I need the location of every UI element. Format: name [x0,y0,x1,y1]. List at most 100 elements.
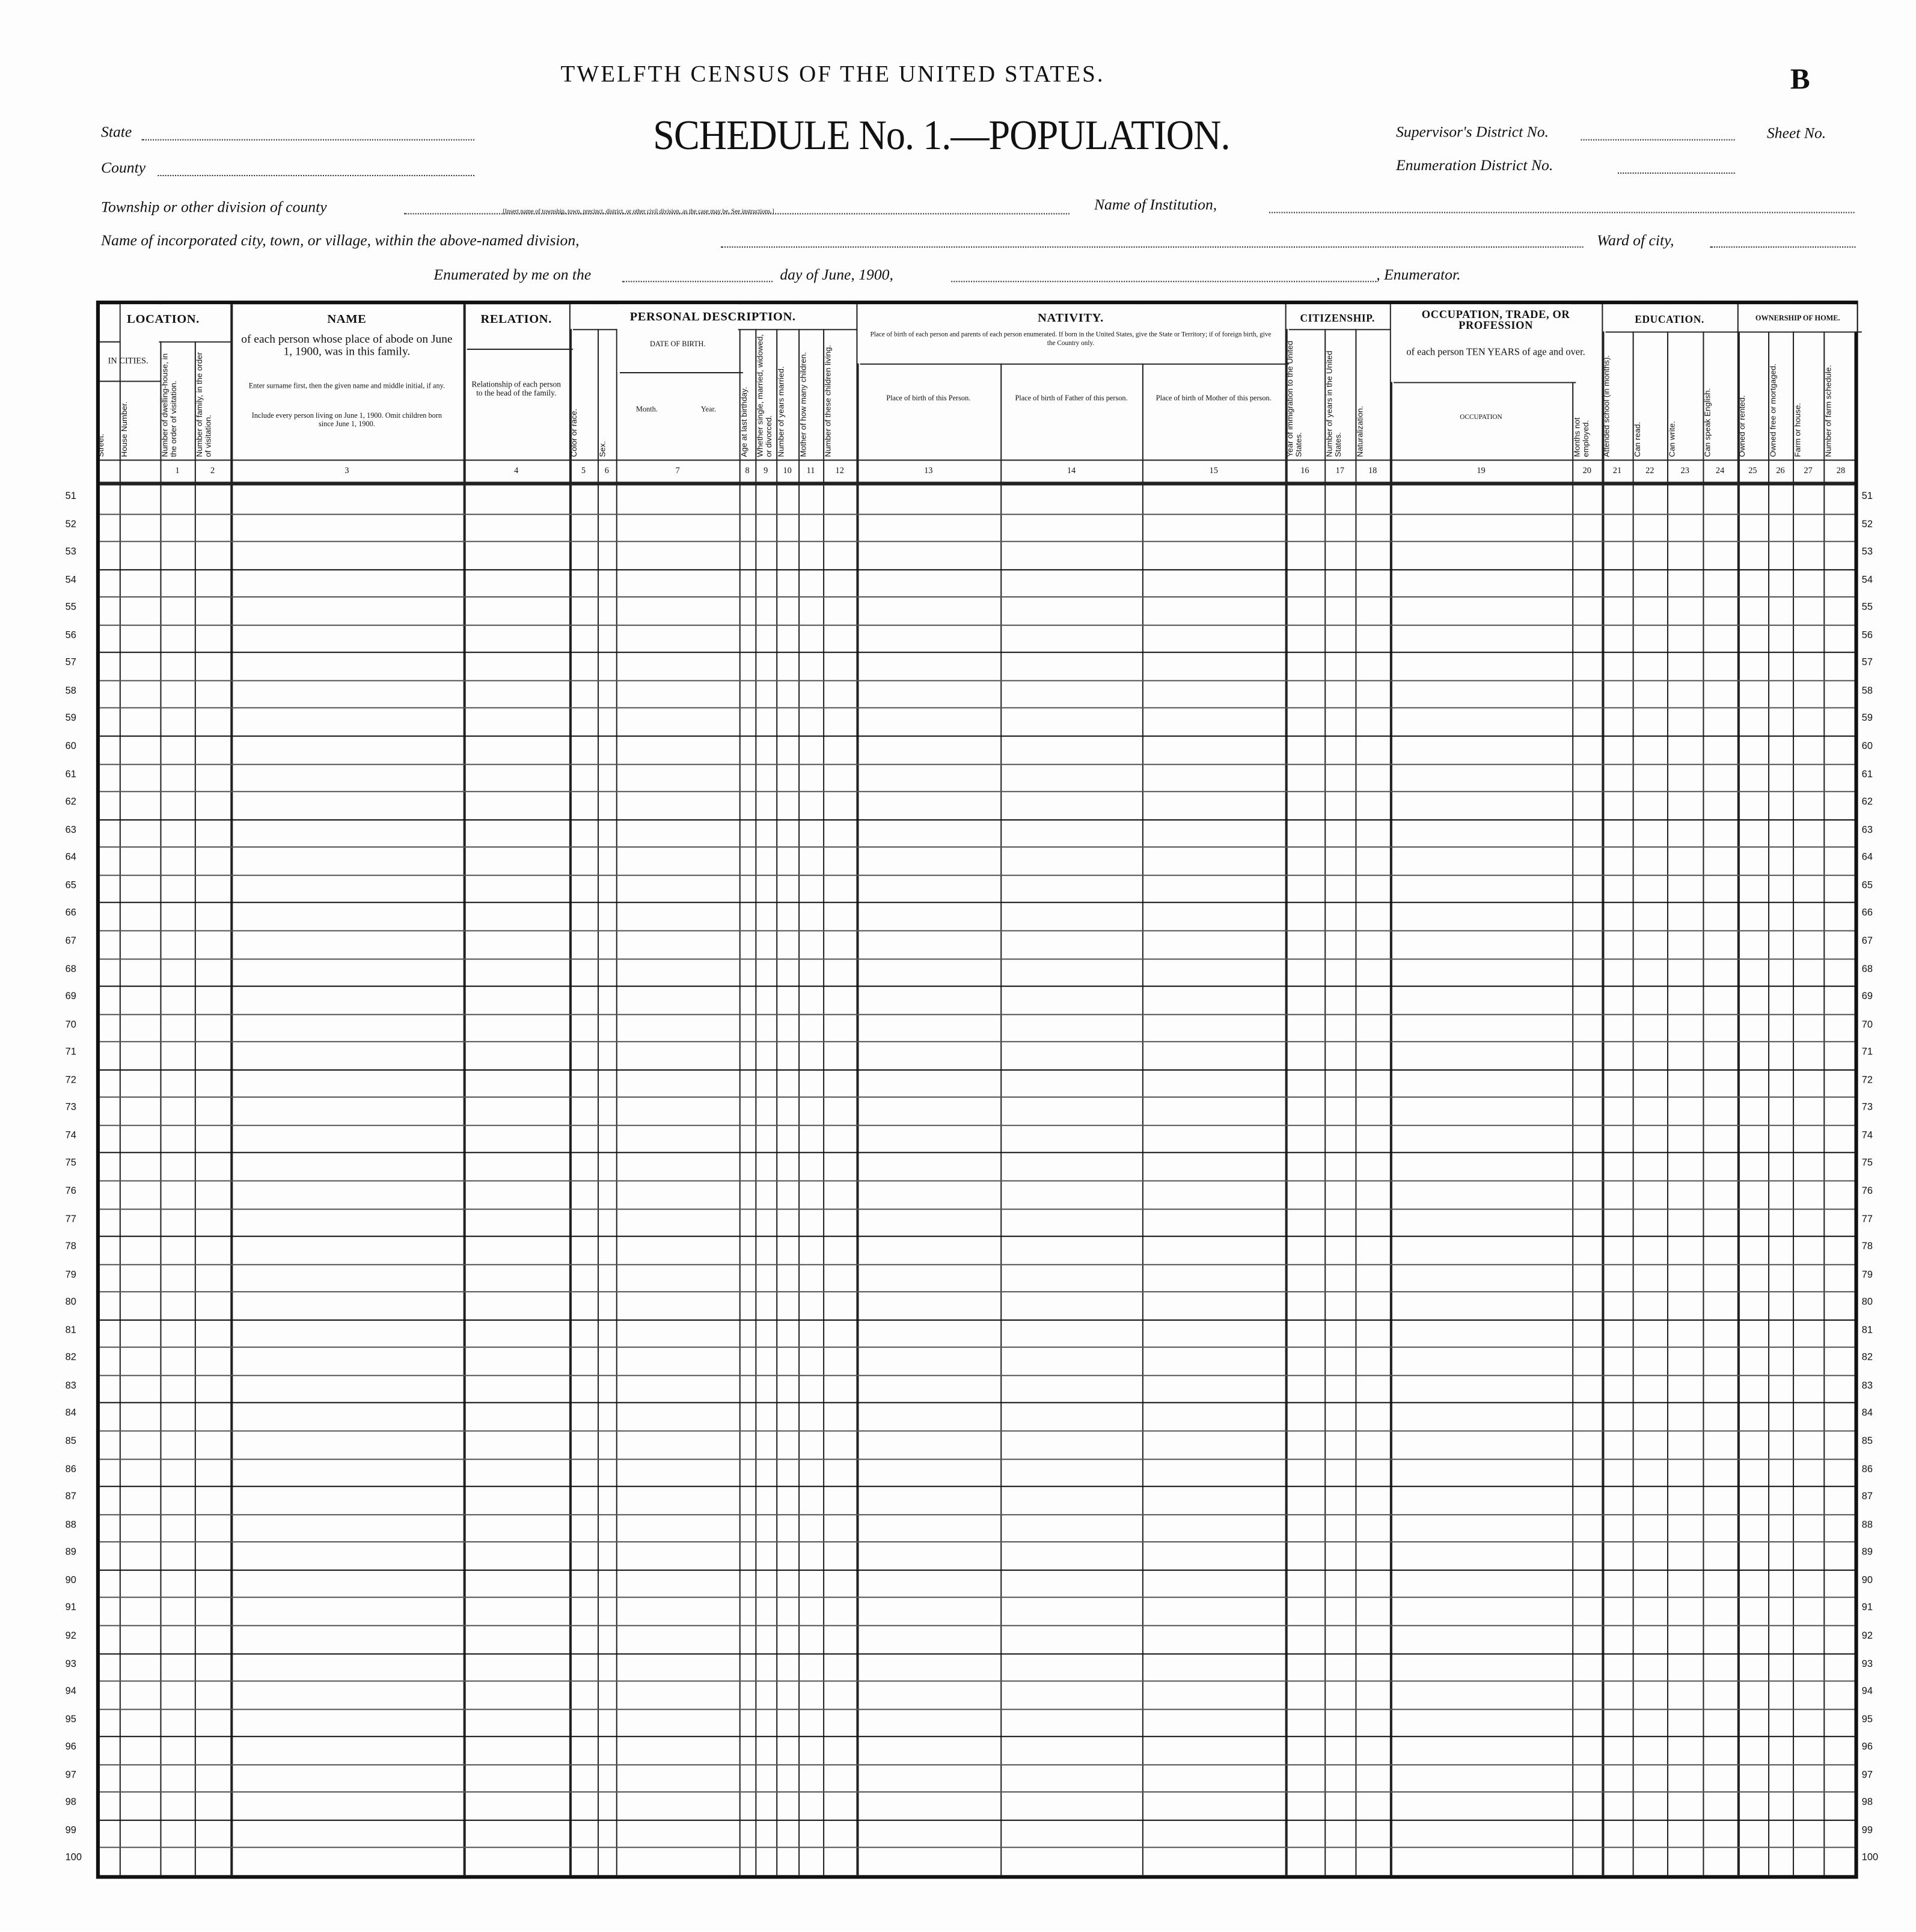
table-row[interactable] [100,1597,1854,1625]
personal-description-header: PERSONAL DESCRIPTION. [629,310,796,325]
table-row[interactable] [100,1847,1854,1875]
birth-father-header: Place of birth of Father of this person. [1015,395,1128,403]
table-row[interactable] [100,791,1854,819]
table-row[interactable] [100,958,1854,986]
table-row[interactable] [100,652,1854,680]
column-number: 5 [581,465,586,476]
supervisor-field[interactable] [1581,139,1735,141]
table-row[interactable] [100,1291,1854,1319]
table-row[interactable] [100,1152,1854,1180]
column-divider [1632,304,1634,1875]
row-rule [100,1402,1855,1404]
table-row[interactable] [100,1125,1854,1152]
state-field[interactable] [141,139,475,141]
table-row[interactable] [100,819,1854,846]
table-row[interactable] [100,1319,1854,1347]
nativity-header: NATIVITY. [1038,311,1104,326]
city-field[interactable] [720,246,1584,248]
column-divider [755,304,757,1875]
enumerated-label: Enumerated by me on the [433,266,592,284]
table-row[interactable] [100,986,1854,1013]
table-row[interactable] [100,1541,1854,1569]
table-row[interactable] [100,1570,1854,1597]
table-row[interactable] [100,513,1854,541]
township-field[interactable] [404,213,1070,215]
citizenship-header: CITIZENSHIP. [1300,311,1375,325]
header-divider [100,459,1855,461]
table-row[interactable] [100,1264,1854,1291]
row-rule [100,902,1855,904]
enumerator-field[interactable] [951,281,1377,283]
column-divider [160,304,162,1875]
row-rule [100,1347,1855,1348]
line-number-right: 99 [1861,1824,1873,1836]
table-row[interactable] [100,1736,1854,1764]
table-row[interactable] [100,596,1854,624]
line-number-left: 60 [65,740,76,752]
table-row[interactable] [100,541,1854,569]
row-rule [100,1430,1855,1432]
row-rule [100,1069,1855,1071]
table-row[interactable] [100,1013,1854,1041]
table-row[interactable] [100,1764,1854,1791]
ward-field[interactable] [1710,246,1856,248]
table-row[interactable] [100,1708,1854,1736]
table-row[interactable] [100,902,1854,930]
table-row[interactable] [100,680,1854,708]
table-row[interactable] [100,1069,1854,1096]
row-rule [100,1096,1855,1098]
line-number-left: 57 [65,657,76,668]
institution-field[interactable] [1269,212,1855,213]
column-number: 8 [745,465,750,476]
table-row[interactable] [100,1486,1854,1514]
table-row[interactable] [100,1514,1854,1541]
table-row[interactable] [100,875,1854,902]
table-row[interactable] [100,625,1854,652]
table-row[interactable] [100,1681,1854,1708]
township-label: Township or other division of county [101,198,327,216]
table-row[interactable] [100,1236,1854,1264]
line-number-left: 67 [65,935,76,946]
line-number-left: 58 [65,685,76,696]
table-row[interactable] [100,1652,1854,1680]
table-row[interactable] [100,1347,1854,1375]
table-row[interactable] [100,708,1854,735]
line-number-left: 77 [65,1212,76,1224]
line-number-left: 63 [65,824,76,835]
line-number-right: 59 [1861,712,1873,724]
table-row[interactable] [100,1792,1854,1820]
line-number-left: 92 [65,1630,76,1641]
county-field[interactable] [158,175,475,177]
column-divider [230,304,233,1875]
row-rule [100,513,1855,515]
line-number-right: 94 [1861,1685,1873,1697]
table-row[interactable] [100,1625,1854,1652]
table-row[interactable] [100,736,1854,763]
table-row[interactable] [100,1458,1854,1486]
column-number: 26 [1776,465,1785,476]
column-header-c8: Age at last birthday. [740,387,750,457]
column-divider [194,304,196,1875]
row-rule [100,1235,1855,1237]
table-row[interactable] [100,1431,1854,1458]
enumeration-day-field[interactable] [622,281,773,283]
row-rule [100,1625,1855,1627]
enumerator-label: , Enumerator. [1376,266,1461,284]
table-row[interactable] [100,569,1854,596]
table-row[interactable] [100,1375,1854,1402]
table-row[interactable] [100,1402,1854,1430]
table-row[interactable] [100,930,1854,958]
table-row[interactable] [100,1041,1854,1069]
column-header-c23: Can write. [1668,421,1677,457]
table-row[interactable] [100,1820,1854,1847]
row-rule [100,1124,1855,1126]
table-row[interactable] [100,1097,1854,1125]
enumeration-district-field[interactable] [1617,172,1735,174]
line-number-left: 52 [65,518,76,530]
table-row[interactable] [100,847,1854,875]
table-row[interactable] [100,763,1854,791]
table-row[interactable] [100,1180,1854,1208]
table-row[interactable] [100,1208,1854,1236]
table-row[interactable] [100,486,1854,513]
row-rule [100,1514,1855,1515]
